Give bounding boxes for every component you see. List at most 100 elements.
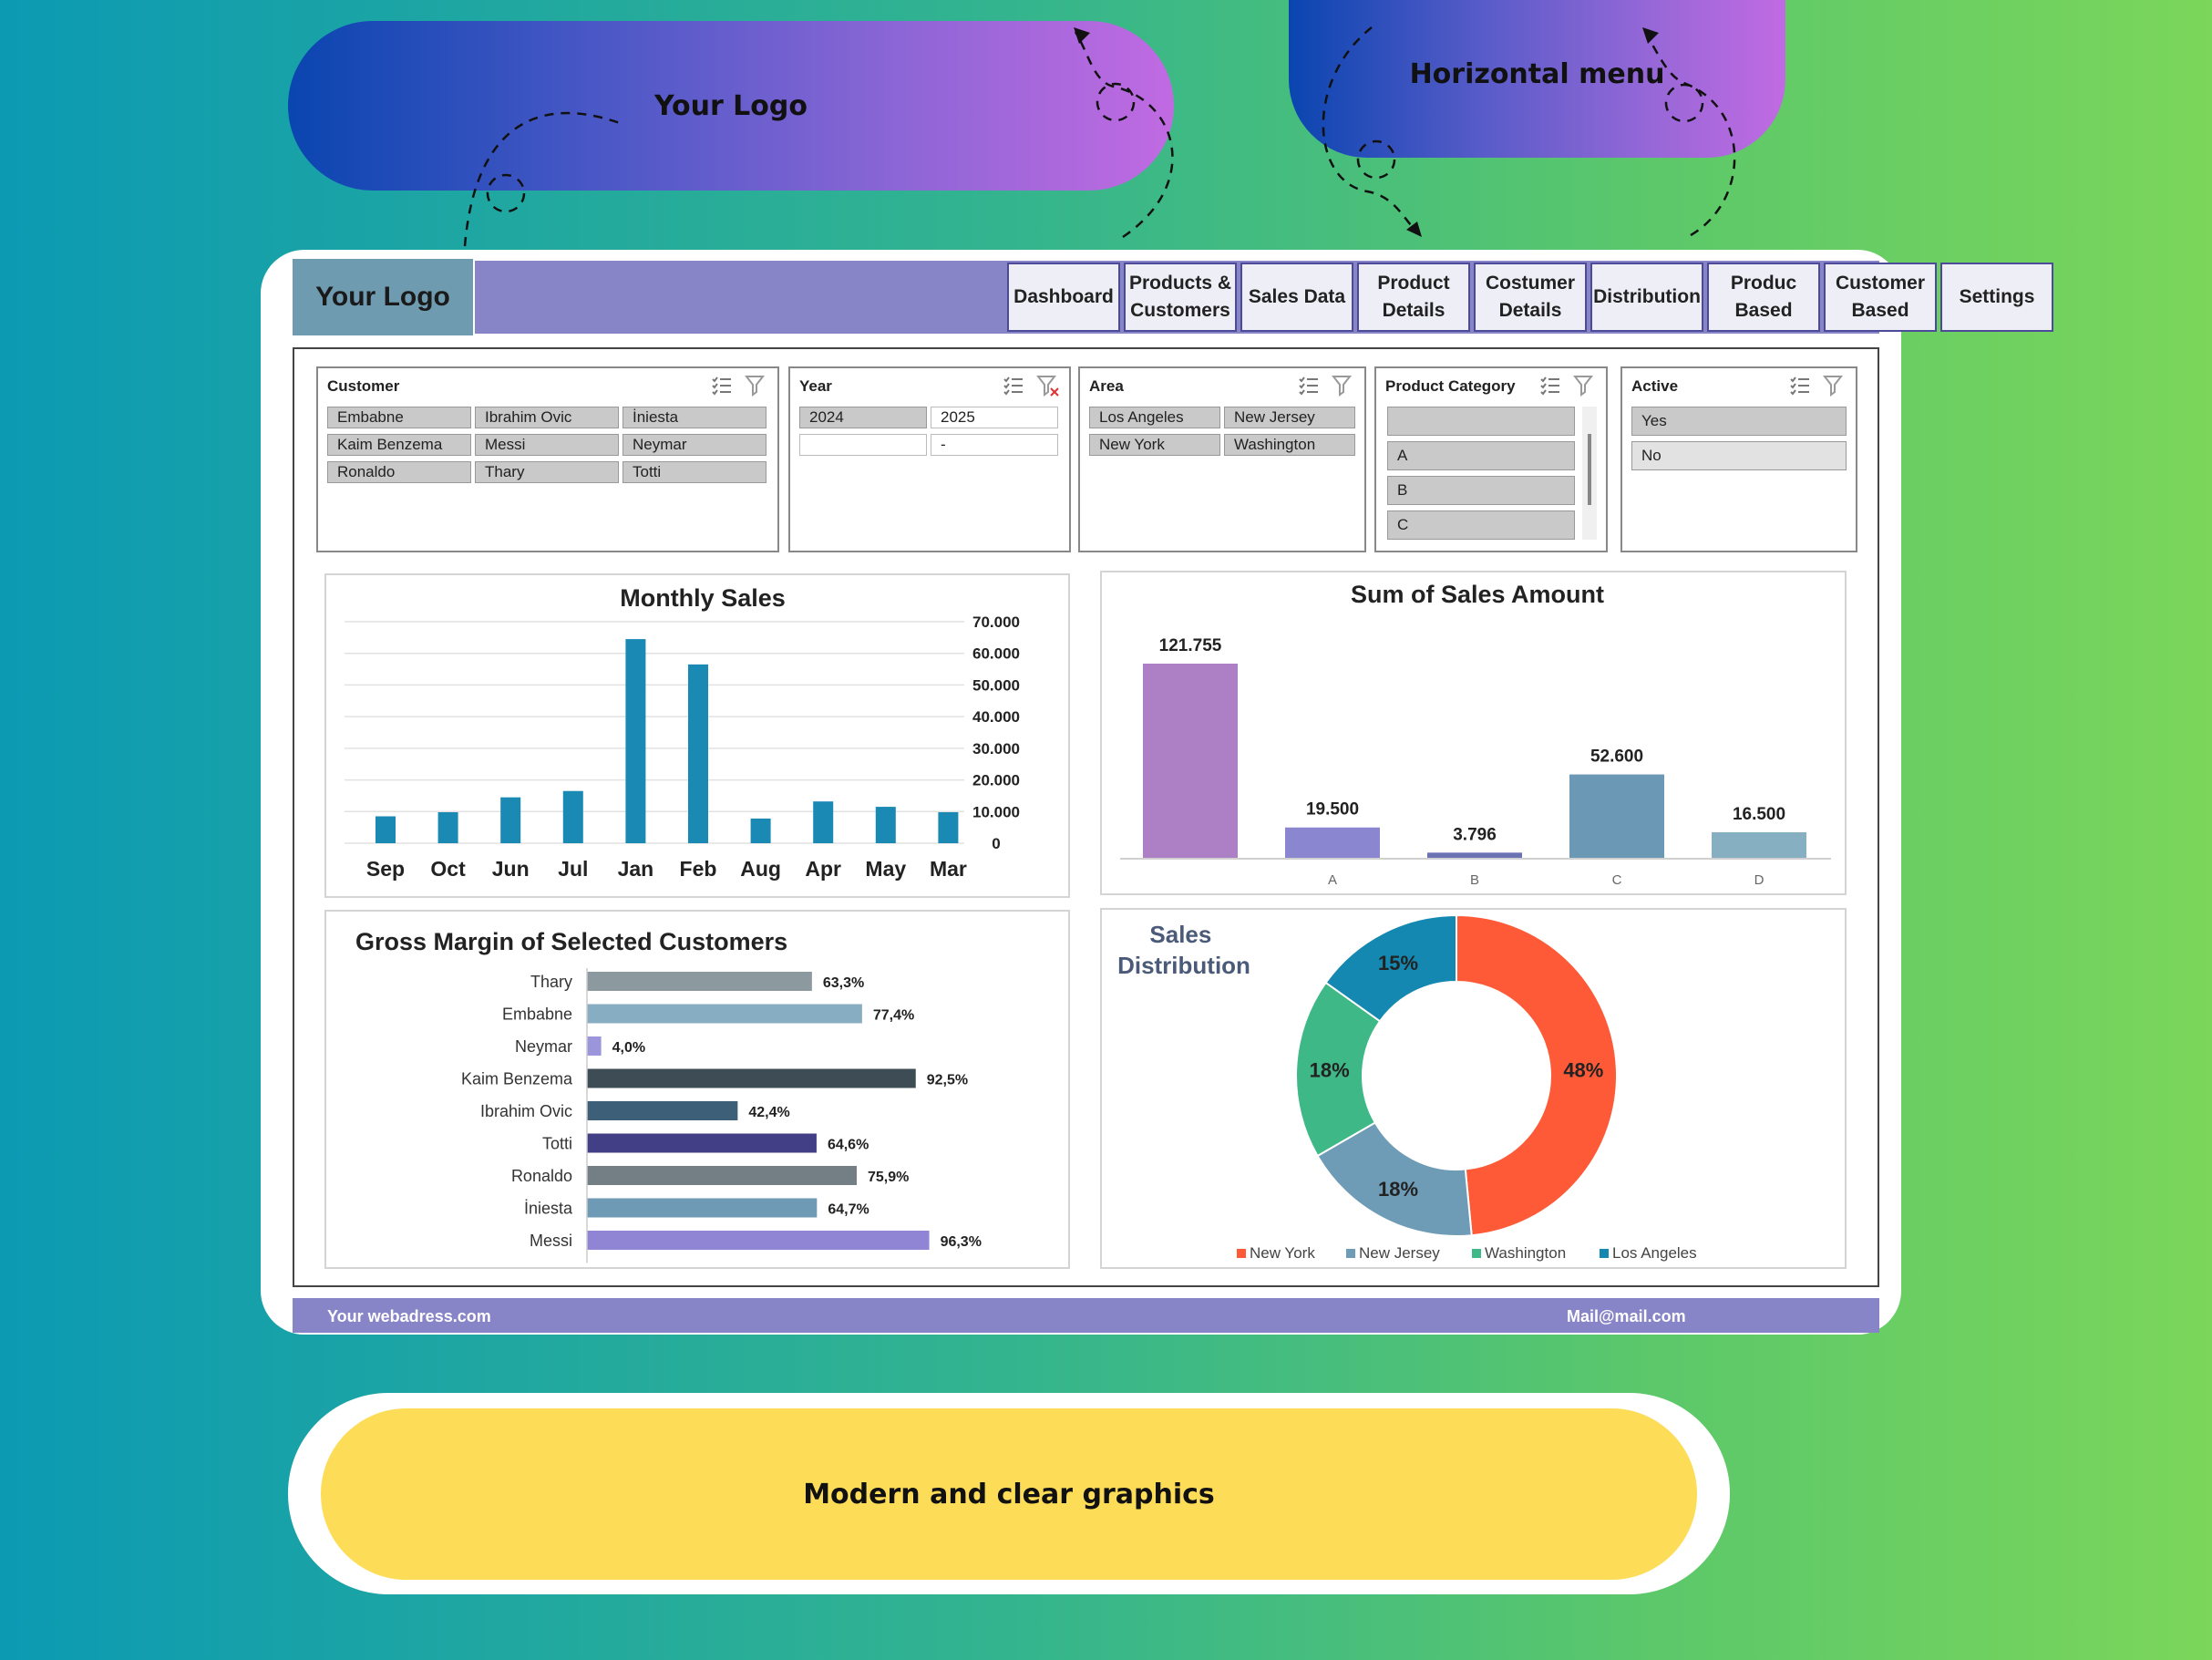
slicer-item[interactable]: Messi xyxy=(475,434,619,456)
nav-tab-costumer-details[interactable]: Costumer Details xyxy=(1474,263,1587,332)
y-tick-label: 50.000 xyxy=(972,676,1020,694)
pie-slice[interactable] xyxy=(1456,913,1618,1237)
slicer-item[interactable]: İniesta xyxy=(622,407,766,428)
nav-tab-distribution[interactable]: Distribution xyxy=(1590,263,1703,332)
footer-website[interactable]: Your webadress.com xyxy=(327,1307,491,1325)
bar[interactable] xyxy=(750,818,771,843)
slicer-item[interactable]: Neymar xyxy=(622,434,766,456)
data-label: 3.796 xyxy=(1453,825,1497,844)
bar[interactable] xyxy=(1712,831,1806,859)
monthly-sales-chart: Monthly Sales Sep Oct Jun Jul Jan Feb Aug Apr Ma… xyxy=(345,584,1020,881)
multi-select-icon[interactable] xyxy=(1002,374,1025,397)
bar[interactable] xyxy=(587,1068,916,1088)
clear-filter-icon[interactable] xyxy=(745,374,768,397)
bar[interactable] xyxy=(587,1133,817,1153)
nav-tab-settings[interactable]: Settings xyxy=(1940,263,2053,332)
bar[interactable] xyxy=(562,790,583,843)
bar[interactable] xyxy=(1285,827,1380,859)
pie-slice[interactable] xyxy=(1316,1121,1473,1237)
slicer-item[interactable] xyxy=(1387,407,1575,436)
slicer-item[interactable]: C xyxy=(1387,510,1575,540)
clear-filter-icon[interactable] xyxy=(1573,374,1597,397)
slicer-item[interactable]: Ibrahim Ovic xyxy=(475,407,619,428)
slicer-item[interactable]: - xyxy=(931,434,1058,456)
data-label: 96,3% xyxy=(941,1234,982,1250)
nav-tab-sales-data[interactable]: Sales Data xyxy=(1240,263,1353,332)
slicer-item[interactable]: 2024 xyxy=(799,407,927,428)
nav-label: Product Details xyxy=(1377,273,1450,321)
multi-select-icon[interactable] xyxy=(1297,374,1321,397)
slicer-title: Customer xyxy=(327,377,400,395)
clear-filter-icon[interactable] xyxy=(1332,374,1355,397)
slicer-item[interactable]: New York xyxy=(1089,434,1220,456)
chart-title: Gross Margin of Selected Customers xyxy=(355,928,787,955)
slicer-item[interactable] xyxy=(799,434,927,456)
bar[interactable] xyxy=(587,972,812,991)
slicer-item[interactable]: 2025 xyxy=(931,407,1058,428)
gross-margin-chart: Gross Margin of Selected Customers Thary… xyxy=(355,928,982,1263)
slicer-item[interactable]: Ronaldo xyxy=(327,461,471,483)
bar[interactable] xyxy=(587,1004,862,1024)
nav-tab-products-customers[interactable]: Products & Customers xyxy=(1124,263,1237,332)
header-bar: Dashboard Products & Customers Sales Data… xyxy=(475,261,2053,334)
slicer-icons xyxy=(1538,374,1597,397)
nav-tab-customer-based[interactable]: Customer Based xyxy=(1824,263,1937,332)
slicer-item[interactable]: Washington xyxy=(1224,434,1355,456)
slicer-item[interactable]: A xyxy=(1387,441,1575,470)
slicer-item[interactable]: Yes xyxy=(1631,407,1847,436)
bar[interactable] xyxy=(500,797,521,843)
slicer-item[interactable]: Kaim Benzema xyxy=(327,434,471,456)
nav-tab-product-details[interactable]: Product Details xyxy=(1357,263,1470,332)
bar[interactable] xyxy=(437,811,458,843)
multi-select-icon[interactable] xyxy=(1788,374,1812,397)
data-label: 77,4% xyxy=(873,1008,914,1024)
bar[interactable] xyxy=(1569,774,1664,859)
footer-email[interactable]: Mail@mail.com xyxy=(1567,1307,1686,1325)
nav-tab-dashboard[interactable]: Dashboard xyxy=(1007,263,1120,332)
slice-label: 18% xyxy=(1378,1178,1418,1201)
data-label: 4,0% xyxy=(612,1040,645,1056)
slicer-item[interactable]: B xyxy=(1387,476,1575,505)
slicer-item[interactable]: Totti xyxy=(622,461,766,483)
category-label: Totti xyxy=(542,1135,572,1153)
arrowhead xyxy=(1406,222,1422,237)
bar[interactable] xyxy=(587,1101,738,1120)
clear-filter-icon[interactable] xyxy=(1823,374,1847,397)
callout-bottom-text: Modern and clear graphics xyxy=(803,1478,1215,1510)
scrollbar-thumb[interactable] xyxy=(1588,434,1591,505)
bar[interactable] xyxy=(1427,852,1522,859)
bar[interactable] xyxy=(587,1231,930,1250)
data-label: 121.755 xyxy=(1159,636,1222,655)
callout-logo-text: Your Logo xyxy=(654,89,808,122)
nav-tab-produc-based[interactable]: Produc Based xyxy=(1707,263,1820,332)
bar[interactable] xyxy=(587,1166,858,1185)
bar[interactable] xyxy=(587,1198,818,1218)
chart-title-line1: Sales Distribution xyxy=(1117,921,1250,979)
bar[interactable] xyxy=(938,811,959,843)
slicer-item[interactable]: New Jersey xyxy=(1224,407,1355,428)
callout-menu-text: Horizontal menu xyxy=(1409,58,1665,90)
data-label: 42,4% xyxy=(748,1105,789,1120)
slicer-item[interactable]: No xyxy=(1631,441,1847,470)
multi-select-icon[interactable] xyxy=(1538,374,1562,397)
dashboard-header: Your Logo Dashboard Products & Customers … xyxy=(293,259,2053,335)
pie-slice[interactable] xyxy=(1295,981,1382,1158)
slicer-item[interactable]: Embabne xyxy=(327,407,471,428)
arrow-logo-right xyxy=(1074,31,1174,239)
bar[interactable] xyxy=(376,816,396,843)
clear-filter-icon[interactable] xyxy=(1036,374,1060,397)
pie-slice[interactable] xyxy=(1324,913,1457,1023)
slicer-item[interactable]: Thary xyxy=(475,461,619,483)
bar[interactable] xyxy=(813,801,834,843)
slicer-scrollbar[interactable] xyxy=(1582,407,1597,540)
bar[interactable] xyxy=(1143,664,1238,859)
bar[interactable] xyxy=(688,664,708,843)
bar[interactable] xyxy=(625,639,646,843)
data-label: 16.500 xyxy=(1733,805,1785,824)
nav-label: Distribution xyxy=(1593,286,1701,307)
bar[interactable] xyxy=(875,807,896,843)
slicer-item[interactable]: Los Angeles xyxy=(1089,407,1220,428)
multi-select-icon[interactable] xyxy=(710,374,734,397)
arrow-loop xyxy=(486,173,526,213)
bar[interactable] xyxy=(587,1036,602,1056)
